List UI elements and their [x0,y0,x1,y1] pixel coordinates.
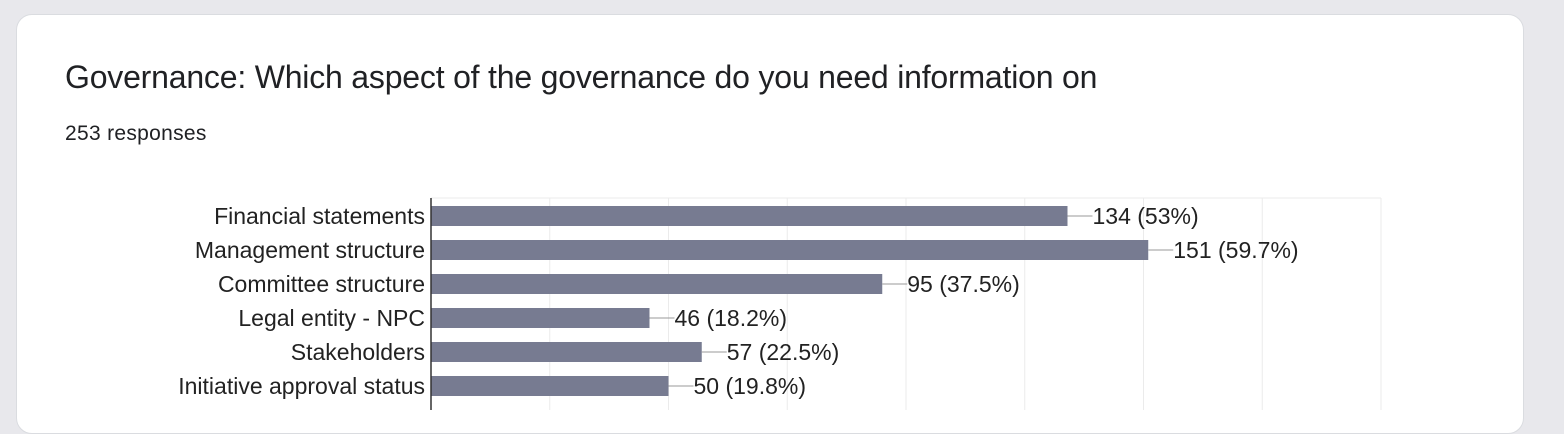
category-label: Management structure [195,237,425,263]
question-card: Governance: Which aspect of the governan… [16,14,1524,434]
data-label: 95 (37.5%) [907,271,1020,297]
data-label: 6 (1.3%) [485,407,572,410]
bar [431,206,1068,226]
bar [431,274,883,294]
data-label: 50 (19.8%) [694,373,807,399]
question-title: Governance: Which aspect of the governan… [65,59,1098,95]
data-label: 134 (53%) [1093,203,1199,229]
response-count: 253 responses [65,122,207,145]
bar [431,342,702,362]
data-label: 151 (59.7%) [1173,237,1298,263]
category-label: Initiative approval status [178,373,425,399]
category-label: Committee structure [218,271,425,297]
bar-chart: 134 (53%) Financial statements 151 (59.7%)… [178,197,1382,410]
category-label: Stakeholders [291,339,425,365]
bar [431,308,650,328]
data-label: 57 (22.5%) [727,339,840,365]
bar [431,240,1149,260]
category-label: Legal entity - NPC [238,305,425,331]
data-label: 46 (18.2%) [675,305,788,331]
bar [431,376,669,396]
category-label: Financial statements [214,203,425,229]
